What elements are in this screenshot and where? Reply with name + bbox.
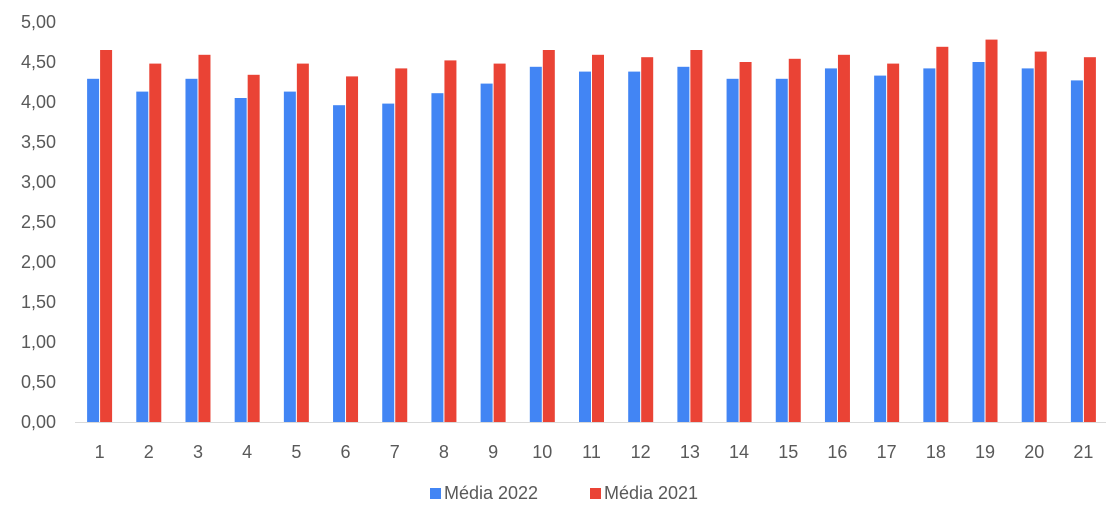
x-tick-label: 4 <box>242 442 252 462</box>
bar-media-2022 <box>283 91 296 422</box>
bar-media-2022 <box>874 75 887 422</box>
legend-label: Média 2022 <box>444 483 538 503</box>
x-tick-label: 15 <box>778 442 798 462</box>
x-tick-label: 13 <box>680 442 700 462</box>
bar-media-2021 <box>247 74 260 423</box>
x-tick-label: 2 <box>144 442 154 462</box>
y-tick-label: 2,50 <box>21 212 56 232</box>
bar-media-2022 <box>824 68 837 423</box>
bar-media-2021 <box>985 39 998 422</box>
x-tick-label: 10 <box>532 442 552 462</box>
bar-media-2022 <box>1021 68 1034 423</box>
bar-media-2022 <box>431 93 444 422</box>
x-tick-label: 7 <box>390 442 400 462</box>
x-tick-label: 21 <box>1073 442 1093 462</box>
x-tick-label: 19 <box>975 442 995 462</box>
bar-media-2022 <box>136 91 149 422</box>
legend: Média 2022 Média 2021 <box>430 483 698 503</box>
bar-media-2021 <box>1083 57 1096 422</box>
y-tick-label: 0,50 <box>21 372 56 392</box>
bar-media-2022 <box>579 71 591 422</box>
bar-media-2021 <box>788 58 801 423</box>
bar-media-2021 <box>887 63 900 422</box>
bar-media-2021 <box>936 46 949 423</box>
x-tick-label: 16 <box>827 442 847 462</box>
x-axis-ticks: 1 2 3 4 5 6 7 8 9 10 11 12 13 14 15 16 17 18 19 20 21 <box>95 442 1094 462</box>
y-tick-label: 5,00 <box>21 12 56 32</box>
bar-media-2022 <box>726 78 739 423</box>
bar-media-2022 <box>529 66 542 423</box>
y-tick-label: 3,50 <box>21 132 56 152</box>
bar-media-2021 <box>100 50 113 422</box>
x-tick-label: 18 <box>926 442 946 462</box>
bar-media-2021 <box>149 63 162 422</box>
x-tick-label: 8 <box>439 442 449 462</box>
bar-media-2022 <box>677 66 690 423</box>
y-tick-label: 2,00 <box>21 252 56 272</box>
bar-media-2022 <box>480 83 493 422</box>
bar-media-2022 <box>185 78 198 423</box>
x-tick-label: 20 <box>1024 442 1044 462</box>
y-tick-label: 4,00 <box>21 92 56 112</box>
x-tick-label: 12 <box>631 442 651 462</box>
bar-media-2021 <box>346 76 359 423</box>
bar-media-2021 <box>1034 51 1047 422</box>
bar-media-2022 <box>923 68 936 423</box>
bar-media-2022 <box>628 71 641 422</box>
x-tick-label: 5 <box>291 442 301 462</box>
bar-media-2021 <box>592 54 604 423</box>
y-tick-label: 1,00 <box>21 332 56 352</box>
bar-media-2021 <box>395 68 408 423</box>
bar-media-2021 <box>542 50 555 422</box>
bar-media-2022 <box>87 78 100 423</box>
x-tick-label: 14 <box>729 442 749 462</box>
bar-media-2021 <box>641 57 654 422</box>
x-tick-label: 17 <box>877 442 897 462</box>
legend-swatch <box>590 488 601 499</box>
bar-media-2021 <box>837 54 850 423</box>
x-tick-label: 9 <box>488 442 498 462</box>
y-tick-label: 3,00 <box>21 172 56 192</box>
legend-label: Média 2021 <box>604 483 698 503</box>
x-tick-label: 6 <box>341 442 351 462</box>
bar-media-2021 <box>198 54 211 423</box>
y-tick-label: 4,50 <box>21 52 56 72</box>
bar-media-2021 <box>296 63 309 422</box>
x-tick-label: 1 <box>95 442 105 462</box>
y-axis-ticks: 0,00 0,50 1,00 1,50 2,00 2,50 3,00 3,50 4,00 4,50… <box>21 12 56 432</box>
bar-media-2022 <box>234 98 247 422</box>
x-tick-label: 3 <box>193 442 203 462</box>
bar-media-2021 <box>690 50 703 422</box>
legend-swatch <box>430 488 441 499</box>
bar-media-2022 <box>1070 80 1083 423</box>
y-tick-label: 0,00 <box>21 412 56 432</box>
bar-media-2022 <box>382 103 395 422</box>
bar-media-2021 <box>493 63 506 422</box>
bar-media-2021 <box>739 62 752 422</box>
bar-media-2021 <box>444 60 457 423</box>
bar-media-2022 <box>972 62 985 422</box>
x-tick-label: 11 <box>582 442 601 462</box>
bars <box>87 39 1096 423</box>
bar-media-2022 <box>775 78 788 423</box>
y-tick-label: 1,50 <box>21 292 56 312</box>
bar-media-2022 <box>333 105 346 422</box>
